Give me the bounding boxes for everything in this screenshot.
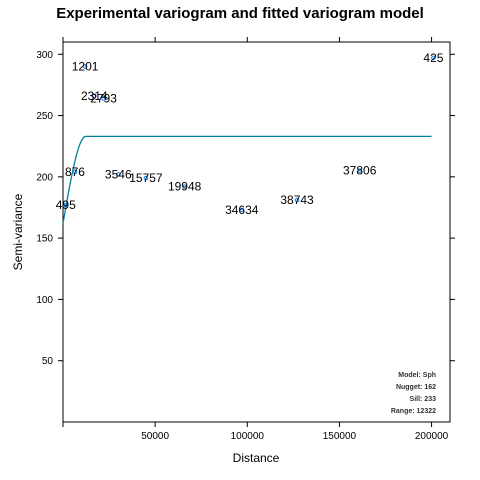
fitted-model-line: [62, 135, 432, 224]
data-point-label: 19948: [168, 180, 202, 194]
model-range-text: Range: 12322: [391, 408, 436, 415]
data-point-label: 876: [65, 165, 85, 179]
model-curve-group: [62, 135, 432, 224]
data-point-label: 425: [423, 51, 443, 65]
plot-frame: [62, 41, 451, 423]
data-point: [294, 197, 300, 203]
data-point: [92, 93, 97, 99]
data-point: [115, 172, 121, 177]
data-point: [82, 64, 88, 69]
y-tick-label: 250: [36, 111, 53, 122]
y-tick-label: 300: [36, 50, 53, 61]
y-tick-label: 50: [42, 356, 54, 367]
model-sill-text: Sill: 233: [410, 396, 437, 403]
data-point-label: 495: [56, 198, 76, 212]
data-point: [239, 207, 245, 213]
chart-title: Experimental variogram and fitted variog…: [56, 5, 424, 22]
data-point-label: 2793: [90, 91, 117, 105]
model-info-box: Model: Sph Nugget: 162 Sill: 233 Range: …: [391, 372, 436, 415]
y-tick-label: 100: [36, 295, 53, 306]
axis-ticks: 50000 100000 150000 200000 50 100 150 200 250 300: [36, 37, 455, 442]
data-point-label: 2314: [81, 89, 108, 103]
x-tick-label: 50000: [141, 431, 169, 442]
data-point: [72, 169, 78, 175]
model-nugget-text: Nugget: 162: [396, 384, 436, 391]
data-point: [357, 168, 363, 174]
data-point-label: 15757: [129, 171, 163, 185]
data-point-label: 3546: [105, 167, 132, 181]
data-point-label: 1201: [72, 60, 99, 74]
x-tick-label: 200000: [415, 431, 449, 442]
data-point-label: 37806: [343, 164, 377, 178]
model-type-text: Model: Sph: [398, 372, 436, 379]
x-tick-label: 150000: [323, 431, 357, 442]
data-point-label: 38743: [280, 193, 314, 207]
data-point: [63, 202, 69, 208]
x-tick-label: 100000: [231, 431, 265, 442]
data-point: [143, 175, 149, 181]
y-axis-label: Semi-variance: [11, 193, 25, 270]
data-point: [182, 184, 187, 189]
y-tick-label: 150: [36, 234, 53, 245]
x-axis-label: Distance: [233, 451, 280, 465]
data-point: [101, 96, 106, 101]
data-point: [431, 55, 436, 61]
data-point-label: 34634: [225, 203, 259, 217]
y-tick-label: 200: [36, 172, 53, 183]
